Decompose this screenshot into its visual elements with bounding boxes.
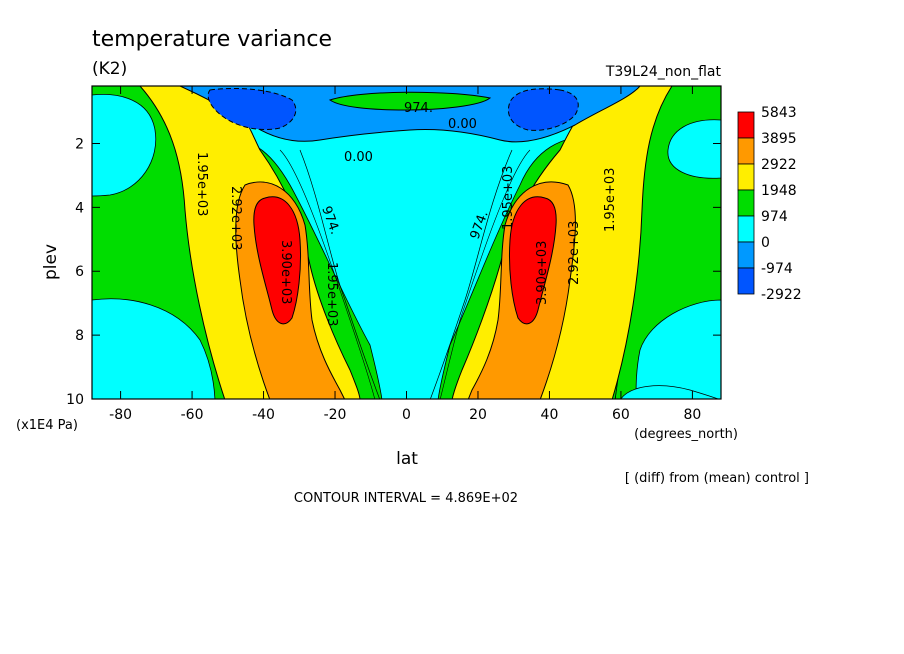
contour-label: 2.92e+03 [567, 221, 582, 285]
band-cyan-left-pocket [92, 94, 157, 197]
contour-line-right-inner [429, 149, 513, 399]
colorbar-level-label: 974 [761, 209, 788, 225]
band-cyan-left-low [92, 298, 216, 399]
x-tick-label: 60 [612, 407, 630, 423]
colorbar-level-label: -2922 [761, 287, 802, 303]
comparison-text: [ (diff) from (mean) control ] [625, 471, 809, 486]
colorbar-swatch [737, 189, 755, 217]
band-blue-dark-left [207, 88, 297, 131]
y-tick-label: 10 [66, 392, 84, 408]
band-red-left [253, 196, 301, 325]
colorbar-level-label: 1948 [761, 183, 797, 199]
run-label: T39L24_non_flat [605, 64, 722, 80]
x-tick-label: 0 [402, 407, 411, 423]
colorbar-swatch [737, 111, 755, 139]
contour-label: 974. [404, 101, 433, 116]
contour-labels: 974. 0.00 0.00 1.95e+03 2.92e+03 974. 1.… [194, 101, 618, 326]
contour-line-right-mid [439, 149, 531, 399]
contour-label: 0.00 [448, 117, 477, 132]
contour-label: 2.92e+03 [228, 186, 243, 250]
y-tick-label: 2 [75, 136, 84, 152]
colorbar-swatch [737, 163, 755, 191]
band-cyan-right-pocket [667, 119, 721, 179]
colorbar-swatch [737, 241, 755, 269]
colorbar-swatch [737, 267, 755, 295]
x-axis-units: (degrees_north) [634, 427, 738, 442]
contour-label: 1.95e+03 [603, 168, 618, 232]
y-axis-label: plev [41, 244, 61, 280]
y-tick-label: 8 [75, 328, 84, 344]
colorbar-legend: 5843 3895 2922 1948 974 0 -974 -2922 [737, 105, 802, 303]
x-tick-label: -60 [181, 407, 204, 423]
y-axis-units: (x1E4 Pa) [16, 418, 78, 433]
colorbar-level-label: -974 [761, 261, 793, 277]
contour-label: 1.95e+03 [501, 166, 516, 230]
chart-units: (K2) [92, 59, 127, 79]
plot-area [92, 86, 721, 399]
contour-label: 3.90e+03 [535, 241, 550, 305]
x-tick-label: 20 [469, 407, 487, 423]
colorbar-level-label: 5843 [761, 105, 797, 121]
colorbar-level-label: 0 [761, 235, 770, 251]
x-tick-label: -80 [109, 407, 132, 423]
x-axis-label: lat [396, 449, 418, 469]
contour-line-left-mid [279, 149, 376, 399]
x-axis: -80 -60 -40 -20 0 20 40 60 80 [109, 86, 701, 423]
colorbar-level-label: 2922 [761, 157, 797, 173]
x-tick-label: -40 [252, 407, 275, 423]
colorbar-swatch [737, 215, 755, 243]
band-cyan-right-bottom [620, 385, 720, 399]
contour-label: 1.95e+03 [194, 152, 209, 216]
contour-line-left-inner [299, 149, 381, 399]
y-tick-label: 6 [75, 264, 84, 280]
x-tick-label: 40 [541, 407, 559, 423]
contour-label: 0.00 [344, 150, 373, 165]
colorbar-level-label: 3895 [761, 131, 797, 147]
band-red-right [509, 196, 557, 325]
colorbar-swatch [737, 137, 755, 165]
chart-title: temperature variance [92, 27, 332, 52]
contour-label: 1.95e+03 [324, 262, 339, 326]
x-tick-label: 80 [683, 407, 701, 423]
y-axis: 2 4 6 8 10 [66, 136, 721, 408]
y-tick-label: 4 [75, 200, 84, 216]
contour-interval-text: CONTOUR INTERVAL = 4.869E+02 [294, 491, 518, 506]
x-tick-label: -20 [324, 407, 347, 423]
contour-label: 3.90e+03 [278, 240, 293, 304]
band-blue-dark-right [507, 88, 579, 131]
band-green-top-lens [328, 91, 492, 111]
